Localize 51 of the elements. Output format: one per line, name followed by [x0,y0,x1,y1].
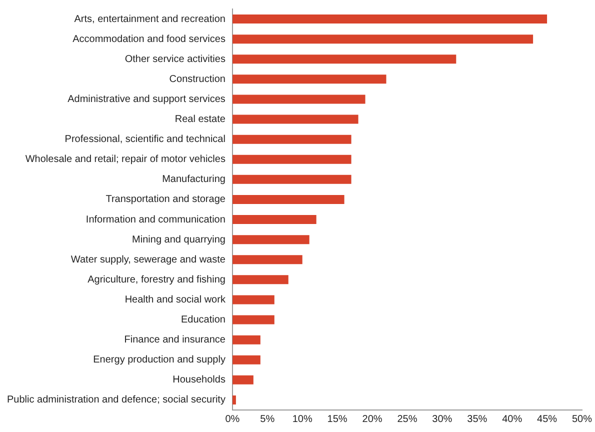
y-tick-label: Education [180,314,226,326]
bar [232,335,260,344]
bar [232,114,358,124]
x-tick-label: 25% [397,414,418,425]
bar [232,14,548,24]
bar [232,134,352,144]
x-tick-label: 35% [467,414,488,425]
y-tick-label: Other service activities [124,54,226,65]
bar [232,355,260,364]
y-tick-label: Water supply, sewerage and waste [70,254,226,266]
x-tick-label: 50% [572,414,592,425]
bar [232,215,316,224]
x-tick-label: 10% [292,414,312,425]
y-tick-label: Construction [169,74,226,85]
x-tick-label: 15% [327,414,348,425]
y-tick-label: Finance and insurance [124,334,226,346]
y-tick-label: Public administration and defence; social security [6,394,226,406]
bar [232,375,254,384]
y-tick-label: Health and social work [124,294,226,306]
y-tick-label: Wholesale and retail; repair of motor vehicles [25,154,226,166]
y-tick-label: Professional, scientific and technical [64,134,226,146]
bar [232,54,456,64]
y-tick-label: Mining and quarrying [132,234,226,246]
bar [232,395,236,404]
y-tick-label: Accommodation and food services [72,34,226,45]
bar [232,174,352,184]
x-tick-label: 30% [432,414,452,425]
bar [232,255,302,264]
bar [232,74,386,84]
y-tick-label: Manufacturing [162,174,226,186]
bar [232,194,344,204]
y-tick-label: Arts, entertainment and recreation [74,14,226,25]
y-tick-label: Transportation and storage [106,194,226,206]
y-tick-label: Households [172,374,226,386]
y-tick-label: Information and communication [86,214,226,226]
y-tick-label: Energy production and supply [93,354,226,366]
bar [232,34,534,44]
bar [232,235,310,244]
bar [232,315,274,324]
bar [232,94,366,104]
x-tick-label: 5% [260,414,275,425]
x-tick-label: 40% [502,414,522,425]
y-tick-label: Real estate [174,114,226,126]
bar [232,295,274,304]
x-tick-label: 45% [537,414,558,425]
bar [232,154,352,164]
x-tick-label: 0% [225,414,240,425]
bar [232,275,288,284]
x-tick-label: 20% [362,414,382,425]
y-tick-label: Administrative and support services [68,94,226,105]
y-tick-label: Agriculture, forestry and fishing [88,274,226,286]
